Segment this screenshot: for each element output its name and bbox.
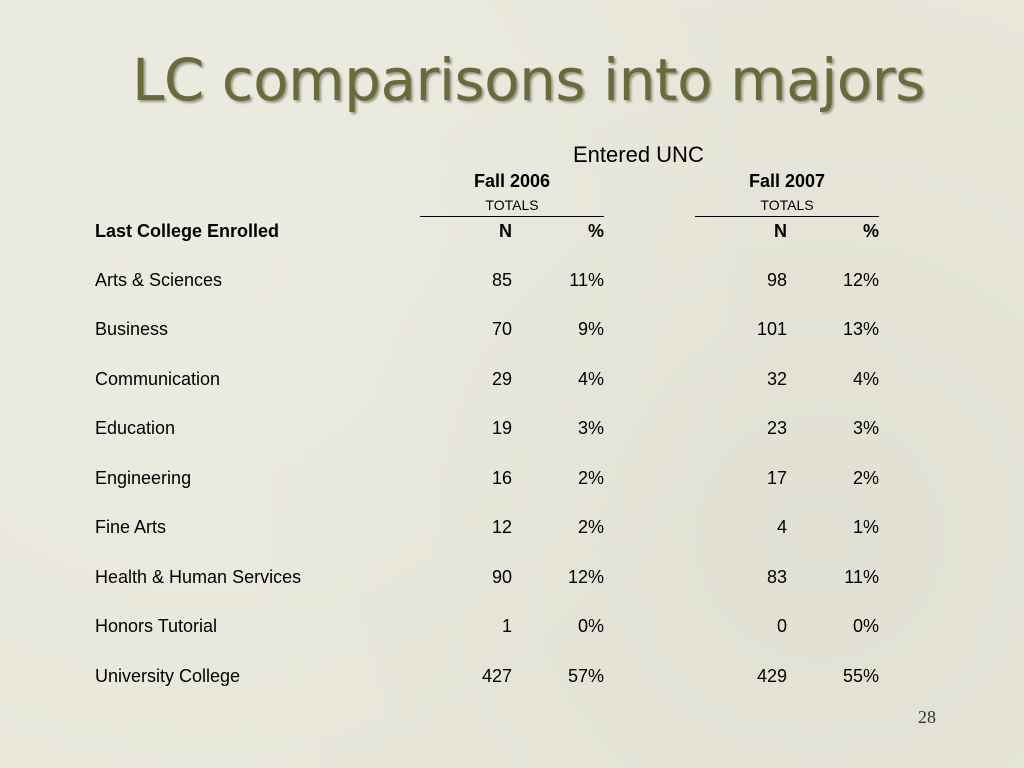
cell-pct-2007: 11%: [844, 567, 879, 587]
row-label: Arts & Sciences: [95, 270, 223, 290]
term-header-fall-2006: Fall 2006: [473, 171, 551, 191]
row-label: Engineering: [95, 468, 192, 488]
col-header-n-2006: N: [499, 221, 512, 241]
col-header-n-2007: N: [774, 221, 787, 241]
row-label: Honors Tutorial: [95, 616, 218, 636]
cell-pct-2006: 0%: [577, 616, 604, 636]
cell-pct-2007: 13%: [842, 319, 879, 339]
cell-pct-2007: 0%: [852, 616, 879, 636]
cell-n-2006: 85: [491, 270, 512, 290]
row-label: Communication: [95, 369, 221, 389]
row-label: Business: [95, 319, 169, 339]
group-header: Entered UNC: [573, 142, 704, 167]
cell-n-2006: 90: [491, 567, 512, 587]
row-label: University College: [95, 666, 241, 686]
cell-n-2007: 429: [756, 666, 787, 686]
cell-pct-2006: 12%: [567, 567, 604, 587]
cell-pct-2006: 3%: [577, 418, 604, 438]
cell-n-2007: 17: [766, 468, 787, 488]
cell-pct-2007: 1%: [852, 517, 879, 537]
cell-pct-2006: 2%: [577, 517, 604, 537]
cell-n-2006: 70: [491, 319, 512, 339]
slide-title: LC comparisons into majors: [132, 46, 925, 114]
cell-n-2006: 12: [491, 517, 512, 537]
cell-n-2007: 4: [776, 517, 787, 537]
cell-pct-2007: 2%: [852, 468, 879, 488]
cell-n-2006: 1: [501, 616, 512, 636]
page-number: 28: [918, 707, 936, 727]
cell-pct-2007: 3%: [852, 418, 879, 438]
cell-pct-2007: 4%: [852, 369, 879, 389]
row-header-label: Last College Enrolled: [95, 221, 280, 241]
row-label: Education: [95, 418, 176, 438]
cell-n-2007: 101: [756, 319, 787, 339]
cell-n-2006: 29: [491, 369, 512, 389]
cell-pct-2006: 2%: [577, 468, 604, 488]
cell-n-2007: 0: [776, 616, 787, 636]
cell-n-2006: 19: [491, 418, 512, 438]
term-subheader-fall-2007: TOTALS: [760, 197, 814, 213]
col-header-pct-2006: %: [587, 221, 604, 241]
cell-pct-2006: 4%: [577, 369, 604, 389]
cell-n-2006: 16: [491, 468, 512, 488]
cell-pct-2006: 11%: [569, 270, 604, 290]
cell-pct-2006: 9%: [577, 319, 604, 339]
term-subheader-fall-2006: TOTALS: [485, 197, 539, 213]
row-label: Fine Arts: [95, 517, 167, 537]
cell-n-2006: 427: [481, 666, 512, 686]
cell-pct-2006: 57%: [567, 666, 604, 686]
term-rule-fall-2006: [420, 216, 604, 217]
cell-n-2007: 23: [766, 418, 787, 438]
term-header-fall-2007: Fall 2007: [748, 171, 826, 191]
cell-n-2007: 98: [766, 270, 787, 290]
row-label: Health & Human Services: [95, 567, 302, 587]
cell-n-2007: 32: [766, 369, 787, 389]
cell-pct-2007: 55%: [842, 666, 879, 686]
cell-n-2007: 83: [766, 567, 787, 587]
col-header-pct-2007: %: [862, 221, 879, 241]
cell-pct-2007: 12%: [842, 270, 879, 290]
term-rule-fall-2007: [695, 216, 879, 217]
